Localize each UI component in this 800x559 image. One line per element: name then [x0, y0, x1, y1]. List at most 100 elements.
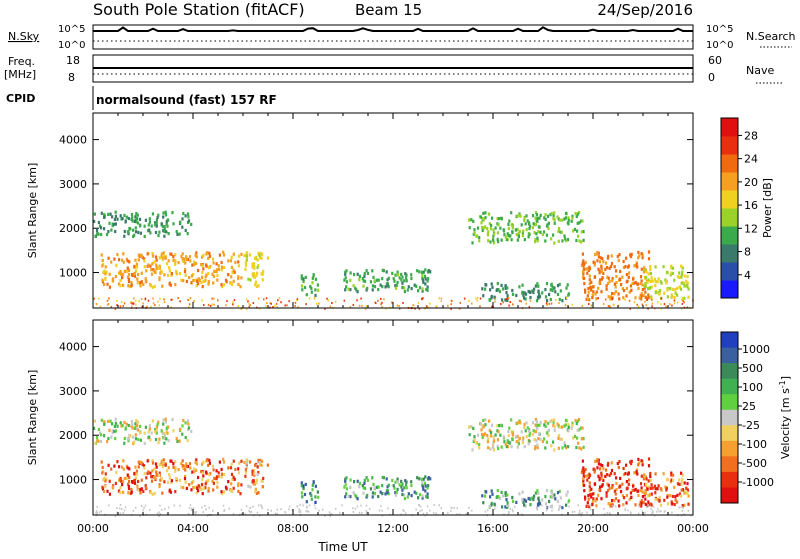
echo-cell	[550, 444, 553, 448]
echo-cell	[305, 500, 308, 504]
echo-cell	[162, 422, 165, 426]
echo-cell	[123, 509, 126, 512]
echo-cell	[106, 489, 109, 493]
echo-cell	[501, 287, 505, 291]
echo-cell	[619, 485, 622, 489]
echo-cell	[538, 502, 542, 506]
echo-cell	[544, 217, 547, 221]
echo-cell	[634, 280, 637, 285]
echo-cell	[104, 472, 107, 476]
echo-cell	[602, 271, 605, 275]
echo-cell	[186, 232, 189, 236]
echo-cell	[599, 485, 602, 489]
echo-cell	[344, 479, 347, 483]
echo-cell	[212, 274, 215, 278]
echo-cell	[114, 274, 117, 279]
echo-cell	[343, 299, 346, 302]
echo-cell	[659, 487, 662, 491]
echo-cell	[605, 287, 608, 291]
echo-cell	[404, 512, 407, 515]
echo-cell	[382, 269, 385, 273]
echo-cell	[597, 493, 600, 497]
echo-cell	[676, 286, 679, 290]
echo-cell	[148, 228, 151, 232]
echo-cell	[615, 488, 618, 492]
echo-cell	[118, 507, 121, 510]
nsearch-tick-bottom: 10^0	[706, 40, 733, 51]
echo-cell	[595, 297, 598, 301]
echo-cell	[243, 460, 246, 465]
echo-cell	[643, 491, 646, 495]
echo-cell	[302, 484, 305, 488]
echo-cell	[426, 288, 429, 292]
echo-cell	[640, 267, 643, 271]
echo-cell	[100, 226, 103, 230]
echo-cell	[200, 276, 204, 280]
echo-cell	[114, 214, 117, 218]
echo-cell	[422, 270, 425, 274]
echo-cell	[156, 422, 159, 427]
echo-cell	[554, 497, 557, 501]
echo-cell	[100, 211, 103, 215]
echo-cell	[606, 463, 609, 467]
echo-cell	[302, 279, 305, 283]
echo-cell	[394, 491, 397, 495]
echo-cell	[131, 426, 134, 430]
colorbar-frame	[720, 331, 739, 504]
echo-cell	[163, 273, 166, 277]
echo-cell	[571, 216, 574, 220]
echo-cell	[541, 504, 543, 507]
echo-cell	[676, 493, 679, 497]
echo-cell	[187, 426, 191, 430]
echo-cell	[170, 306, 172, 309]
colorbar-swatch	[721, 226, 738, 245]
echo-cell	[679, 287, 683, 291]
echo-cell	[381, 509, 383, 512]
echo-cell	[116, 460, 119, 464]
echo-cell	[587, 475, 590, 479]
echo-cell	[162, 458, 165, 462]
echo-cell	[352, 491, 355, 495]
echo-cell	[492, 241, 495, 245]
echo-cell	[508, 234, 511, 238]
echo-cell	[574, 211, 577, 216]
echo-cell	[259, 251, 262, 255]
echo-cell	[123, 229, 126, 234]
echo-cell	[151, 262, 154, 266]
echo-cell	[211, 479, 214, 483]
echo-cell	[645, 270, 648, 274]
echo-cell	[100, 253, 103, 257]
echo-cell	[545, 431, 549, 435]
echo-cell	[257, 491, 260, 495]
echo-cell	[181, 257, 184, 261]
echo-cell	[655, 510, 658, 513]
echo-cell	[255, 274, 258, 278]
echo-cell	[575, 238, 578, 243]
echo-cell	[421, 278, 425, 282]
echo-cell	[553, 221, 556, 225]
echo-cell	[555, 299, 557, 301]
echo-cell	[559, 289, 562, 293]
echo-cell	[127, 439, 130, 443]
echo-cell	[139, 515, 141, 517]
echo-cell	[573, 227, 577, 231]
echo-cell	[162, 254, 165, 258]
echo-cell	[345, 487, 348, 491]
echo-cell	[671, 304, 673, 307]
echo-cell	[240, 508, 243, 511]
echo-cell	[559, 230, 562, 234]
echo-cell	[506, 298, 508, 300]
echo-cell	[119, 305, 122, 308]
echo-cell	[133, 471, 136, 476]
echo-cell	[113, 464, 116, 468]
echo-cell	[559, 496, 562, 500]
echo-cell	[220, 472, 224, 476]
echo-cell	[681, 504, 684, 508]
echo-cell	[523, 215, 526, 220]
echo-cell	[343, 278, 346, 282]
echo-cell	[510, 238, 513, 242]
echo-cell	[188, 303, 191, 306]
echo-cell	[157, 441, 160, 445]
echo-cell	[167, 259, 170, 263]
echo-cell	[410, 287, 413, 291]
